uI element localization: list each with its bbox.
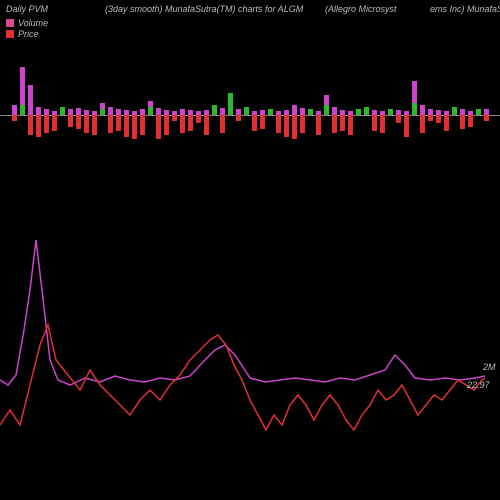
price-bar [116,115,121,131]
price-bar [316,115,321,135]
price-bar [340,115,345,131]
line-chart: 2M 22.97 [0,230,500,450]
volume-bar [220,108,225,115]
bar-chart [0,55,500,175]
legend-swatch-volume [6,19,14,27]
volume-bar [12,105,17,115]
price-bar [148,107,153,115]
header: Daily PVM (3day smooth) MunafaSutra(TM) … [0,4,500,18]
price-bar [396,115,401,123]
baseline [0,115,500,116]
price-bar [404,115,409,137]
price-bar [292,115,297,139]
price-bar [380,115,385,133]
price-bar [68,115,73,127]
price-bar [84,115,89,133]
volume-bar [420,105,425,115]
price-bar [100,109,105,115]
price-bar [212,105,217,115]
header-right1: (Allegro Microsyst [325,4,397,14]
price-bar [484,115,489,121]
price-bar [460,115,465,129]
price-bar [332,115,337,133]
price-bar [12,115,17,121]
volume-bar [332,107,337,115]
price-bar [124,115,129,137]
legend-label-price: Price [18,29,39,39]
price-bar [428,115,433,121]
price-bar [308,109,313,115]
price-bar [196,115,201,123]
header-mid: (3day smooth) MunafaSutra(TM) charts for… [105,4,303,14]
price-bar [76,115,81,129]
volume-bar [300,108,305,115]
price-bar [284,115,289,137]
price-bar [252,115,257,131]
price-bar [44,115,49,133]
price-bar [164,115,169,135]
end-label-volume: 2M [483,362,496,372]
price-bar [108,115,113,133]
legend-label-volume: Volume [18,18,48,28]
header-left: Daily PVM [6,4,48,14]
legend: Volume Price [6,18,48,40]
price-bar [228,93,233,115]
price-bar [268,109,273,115]
price-bar [188,115,193,131]
price-bar [468,115,473,127]
price-bar [60,107,65,115]
volume-bar [156,108,161,115]
price-bar [388,109,393,115]
price-bar [180,115,185,133]
price-bar [52,115,57,131]
price-bar [36,115,41,137]
price-bar [324,105,329,115]
line-price [0,325,485,430]
price-bar [372,115,377,131]
price-bar [452,107,457,115]
price-bar [92,115,97,135]
price-bar [364,107,369,115]
legend-item-volume: Volume [6,18,48,28]
price-bar [132,115,137,139]
price-bar [300,115,305,133]
volume-bar [36,107,41,115]
volume-bar [76,108,81,115]
price-bar [276,115,281,133]
chart-container: Daily PVM (3day smooth) MunafaSutra(TM) … [0,0,500,500]
end-label-price: 22.97 [467,380,490,390]
volume-bar [292,105,297,115]
price-bar [220,115,225,133]
price-bar [356,109,361,115]
price-bar [412,103,417,115]
line-volume [0,240,485,385]
price-bar [348,115,353,135]
price-bar [236,115,241,121]
price-bar [260,115,265,129]
legend-item-price: Price [6,29,48,39]
price-bar [20,105,25,115]
line-svg [0,230,500,450]
price-bar [204,115,209,135]
volume-bar [108,107,113,115]
price-bar [476,109,481,115]
price-bar [156,115,161,139]
price-bar [436,115,441,123]
price-bar [444,115,449,131]
price-bar [420,115,425,133]
price-bar [28,115,33,135]
legend-swatch-price [6,30,14,38]
header-right2: ems Inc) MunafaS [430,4,500,14]
price-bar [172,115,177,121]
price-bar [244,107,249,115]
volume-bar [28,85,33,115]
price-bar [140,115,145,135]
